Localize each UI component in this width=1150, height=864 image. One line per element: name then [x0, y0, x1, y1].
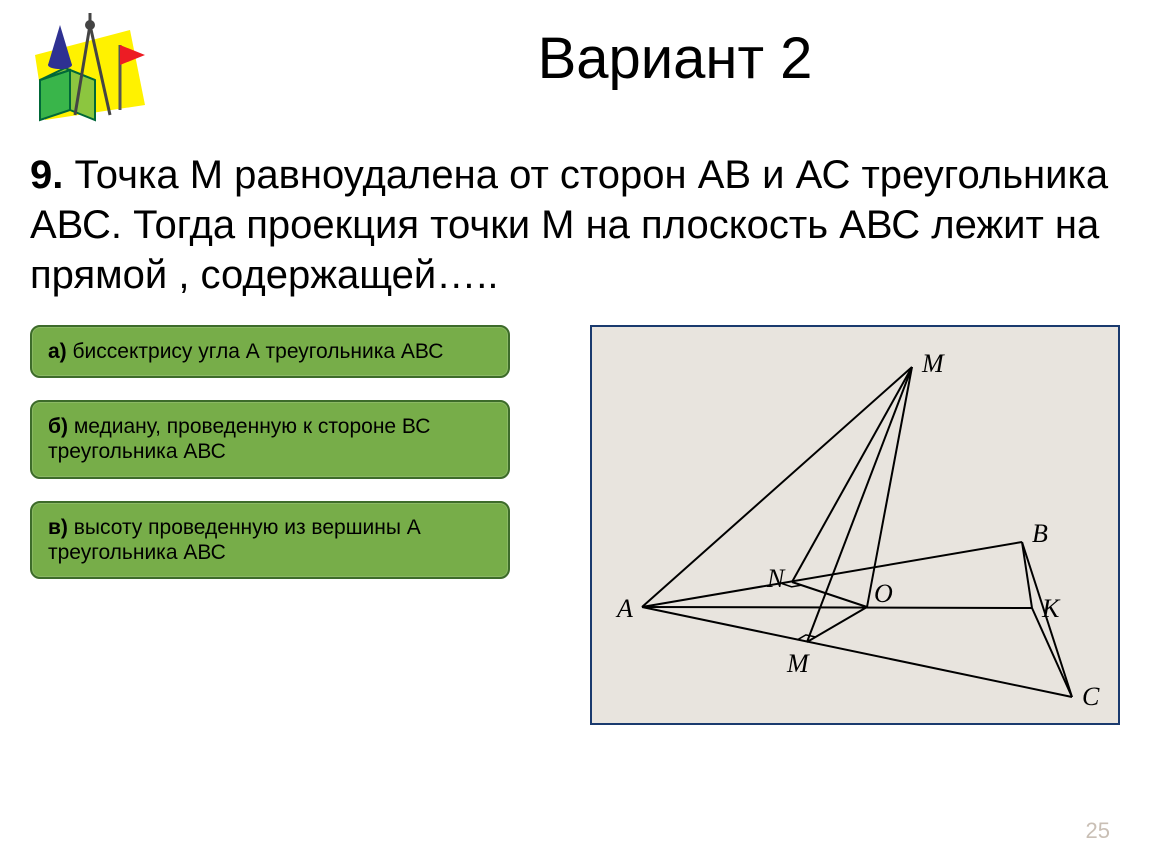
option-b[interactable]: б) медиану, проведенную к стороне ВС тре…	[30, 400, 510, 478]
svg-text:A: A	[615, 594, 633, 623]
option-text: биссектрису угла А треугольника АВС	[73, 340, 444, 363]
decorative-geometry-icon	[30, 10, 150, 130]
svg-text:C: C	[1082, 682, 1100, 711]
option-label: в)	[48, 516, 68, 539]
option-c[interactable]: в) высоту проведенную из вершины А треуг…	[30, 501, 510, 579]
option-text: медиану, проведенную к стороне ВС треуго…	[48, 415, 430, 463]
geometry-figure: A B C K O N M M	[590, 325, 1120, 725]
option-label: б)	[48, 415, 68, 438]
page-number: 25	[1086, 818, 1110, 844]
problem-number: 9.	[30, 153, 63, 197]
svg-text:B: B	[1032, 519, 1048, 548]
svg-text:M: M	[921, 349, 945, 378]
option-label: а)	[48, 340, 67, 363]
svg-text:N: N	[766, 564, 786, 593]
problem-body: Точка М равноудалена от сторон АВ и АС т…	[30, 153, 1108, 297]
option-text: высоту проведенную из вершины А треуголь…	[48, 516, 421, 564]
option-a[interactable]: а) биссектрису угла А треугольника АВС	[30, 325, 510, 378]
svg-text:O: O	[874, 579, 893, 608]
answer-options: а) биссектрису угла А треугольника АВС б…	[30, 325, 510, 579]
svg-text:M: M	[786, 649, 810, 678]
problem-statement: 9. Точка М равноудалена от сторон АВ и А…	[30, 150, 1120, 300]
page-title: Вариант 2	[230, 10, 1120, 92]
svg-text:K: K	[1041, 594, 1061, 623]
